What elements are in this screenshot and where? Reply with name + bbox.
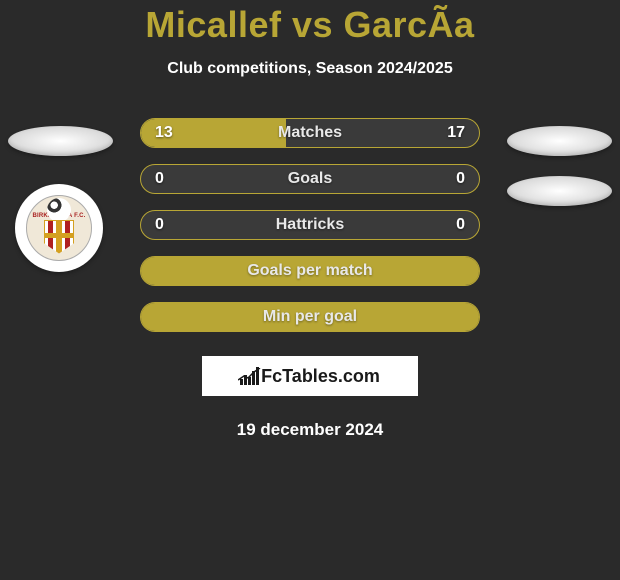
stat-value-left: 13 xyxy=(155,124,173,142)
stat-value-right: 17 xyxy=(447,124,465,142)
page-title: Micallef vs GarcÃ­a xyxy=(0,4,620,46)
stats-area: BIRKIRKARA F.C. Matches1317Goals00Hattri… xyxy=(0,118,620,332)
player-avatar-placeholder-right-2 xyxy=(507,176,612,206)
club-badge-inner: BIRKIRKARA F.C. xyxy=(26,195,92,261)
stat-value-right: 0 xyxy=(456,216,465,234)
stat-value-right: 0 xyxy=(456,170,465,188)
subtitle: Club competitions, Season 2024/2025 xyxy=(0,60,620,78)
branding-text: FcTables.com xyxy=(261,366,380,387)
stat-row: Hattricks 0 0 xyxy=(140,210,480,240)
club-badge: BIRKIRKARA F.C. xyxy=(15,184,103,272)
stat-row: Goals 0 0 xyxy=(140,164,480,194)
stat-label: Matches xyxy=(278,124,342,142)
stat-label: Goals per match xyxy=(247,262,372,280)
branding-badge: FcTables.com xyxy=(202,356,418,396)
stat-label: Goals xyxy=(288,170,332,188)
stat-row: Matches 13 17 xyxy=(140,118,480,148)
stat-label: Hattricks xyxy=(276,216,344,234)
stat-value-left: 0 xyxy=(155,170,164,188)
shield-icon xyxy=(44,220,74,254)
stat-value-left: 0 xyxy=(155,216,164,234)
player-avatar-placeholder-right-1 xyxy=(507,126,612,156)
stat-row: Goals per match xyxy=(140,256,480,286)
date-label: 19 december 2024 xyxy=(0,420,620,440)
stat-label: Min per goal xyxy=(263,308,357,326)
ball-icon xyxy=(47,198,71,222)
stat-rows: Matches 13 17 Goals 0 0 Hattricks 0 0 Goals per m… xyxy=(140,118,480,332)
chart-icon xyxy=(240,367,259,385)
comparison-card: Micallef vs GarcÃ­a Club competitions, S… xyxy=(0,0,620,440)
stat-row: Min per goal xyxy=(140,302,480,332)
player-avatar-placeholder-left xyxy=(8,126,113,156)
